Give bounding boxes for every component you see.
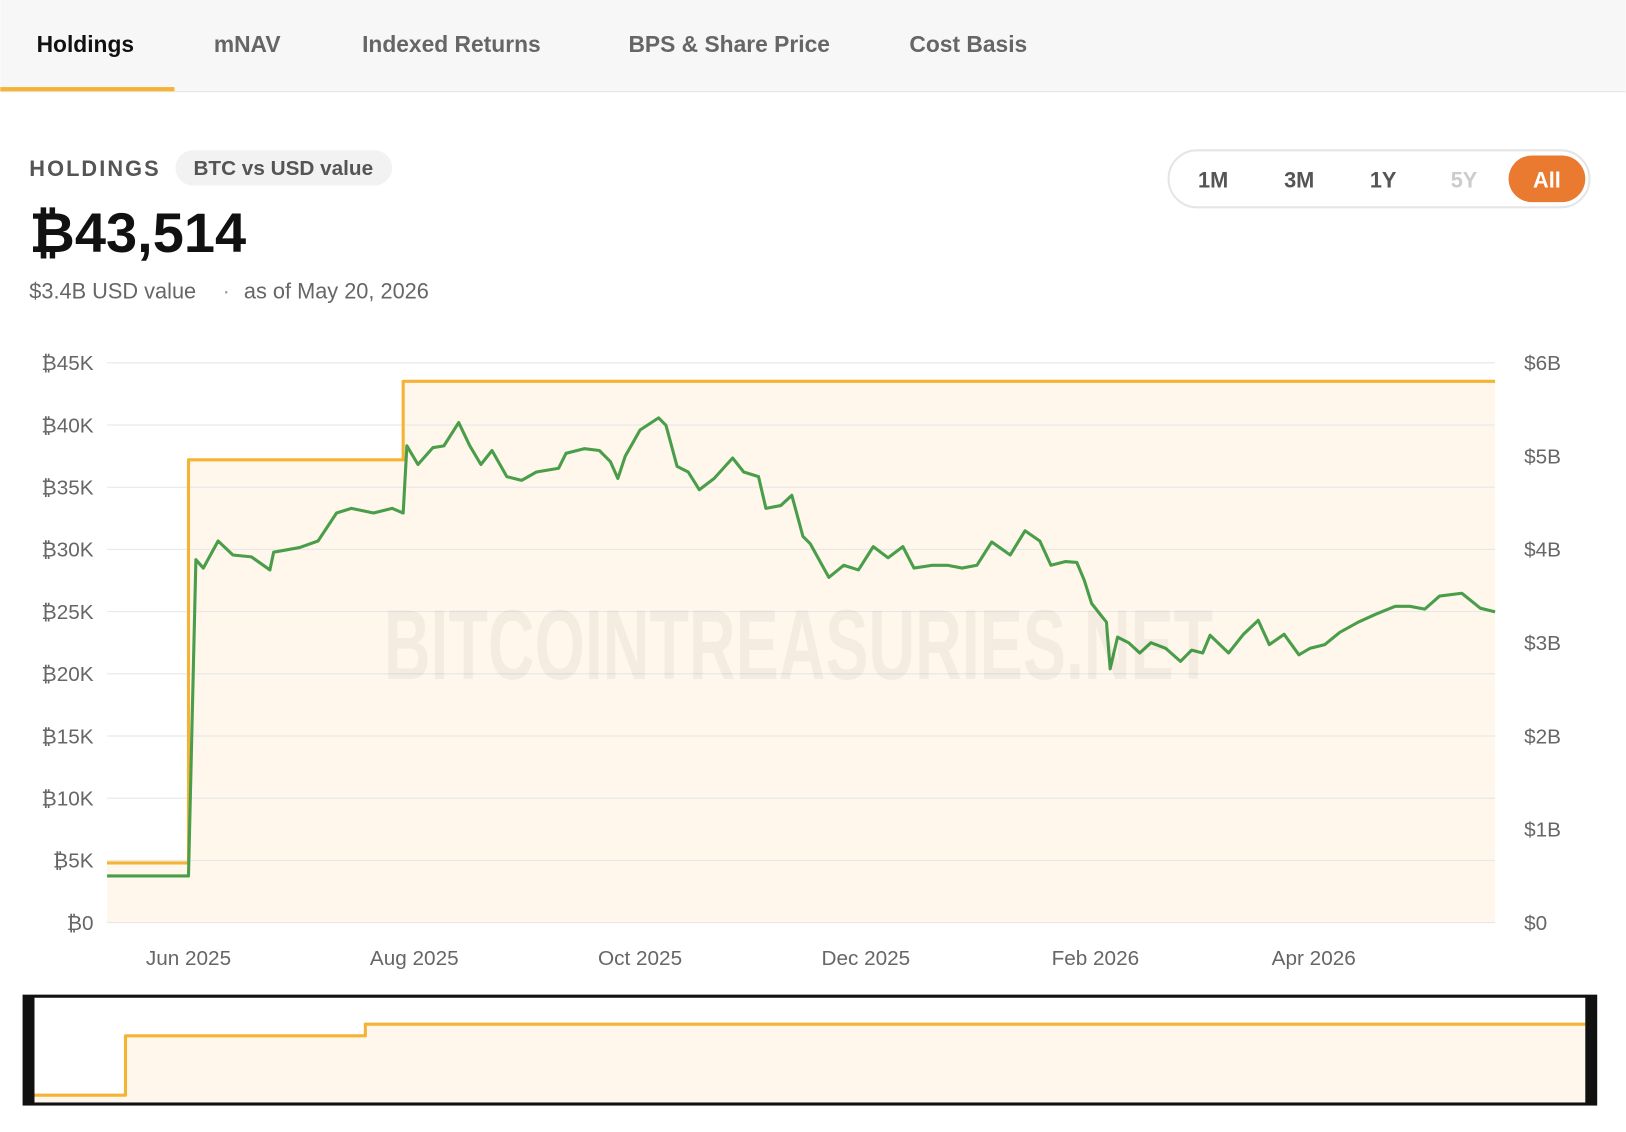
range-button[interactable]: 1Y [1370, 168, 1397, 193]
watermark: BITCOINTREASURIES.NET [384, 590, 1213, 701]
y2-tick-label: $4B [1524, 539, 1561, 562]
badge-bg [175, 150, 393, 186]
active-range-bg [1508, 155, 1586, 203]
y-tick-label: ₿10K [41, 787, 93, 810]
range-selector [1167, 149, 1591, 209]
line [107, 416, 1496, 878]
x-tick-label: Oct 2025 [598, 947, 682, 970]
y2-tick-label: $0 [1524, 912, 1547, 935]
x-tick-label: Jun 2025 [146, 947, 231, 970]
tab-bar [0, 0, 1626, 92]
range-button[interactable]: 3M [1284, 168, 1314, 193]
y-tick-label: ₿35K [41, 476, 93, 499]
y2-tick-label: $5B [1524, 445, 1561, 468]
y2-tick-label: $1B [1524, 819, 1561, 842]
range-button: 5Y [1451, 168, 1478, 193]
y-tick-label: ₿30K [41, 539, 93, 562]
amount: ₿43,514 [29, 201, 246, 264]
area [107, 381, 1496, 923]
badge: BTC vs USD value [193, 157, 373, 180]
range-button[interactable]: 1M [1198, 168, 1228, 193]
x-tick-label: Apr 2026 [1272, 947, 1356, 970]
area [34, 1024, 1586, 1102]
tab[interactable]: mNAV [214, 31, 282, 57]
tab[interactable]: BPS & Share Price [628, 31, 829, 57]
y-tick-label: ₿5K [53, 850, 94, 873]
y-tick-label: ₿0 [67, 912, 94, 935]
y-tick-label: ₿15K [41, 725, 93, 748]
plot: ₿0 ₿5K ₿10K ₿15K ₿20K ₿25K ₿30K ₿35K ₿40K ₿45K $0 $… [41, 352, 1561, 970]
navigator-handle[interactable] [1585, 996, 1596, 1105]
navigator-handle[interactable] [24, 996, 35, 1105]
y2-tick-label: $6B [1524, 352, 1561, 375]
y-tick-label: ₿20K [41, 663, 93, 686]
x-tick-label: Dec 2025 [822, 947, 911, 970]
x-tick-label: Aug 2025 [370, 947, 459, 970]
line [107, 379, 1496, 865]
y-tick-label: ₿45K [41, 352, 93, 375]
navigator [34, 1022, 1586, 1102]
range-button[interactable]: All [1533, 168, 1561, 193]
y-tick-label: ₿40K [41, 414, 93, 437]
tab[interactable]: Holdings [37, 31, 135, 57]
x-tick-label: Feb 2026 [1052, 947, 1140, 970]
as-of: as of May 20, 2026 [244, 279, 429, 304]
y-tick-label: ₿25K [41, 601, 93, 624]
active-tab-underline [0, 87, 175, 92]
section-label: HOLDINGS [29, 156, 160, 181]
tab[interactable]: Cost Basis [909, 31, 1027, 57]
tab[interactable]: Indexed Returns [362, 31, 541, 57]
y2-tick-label: $2B [1524, 725, 1561, 748]
y2-tick-label: $3B [1524, 632, 1561, 655]
usd-value: $3.4B USD value [29, 279, 196, 304]
line [34, 1022, 1586, 1097]
separator: · [223, 279, 230, 304]
